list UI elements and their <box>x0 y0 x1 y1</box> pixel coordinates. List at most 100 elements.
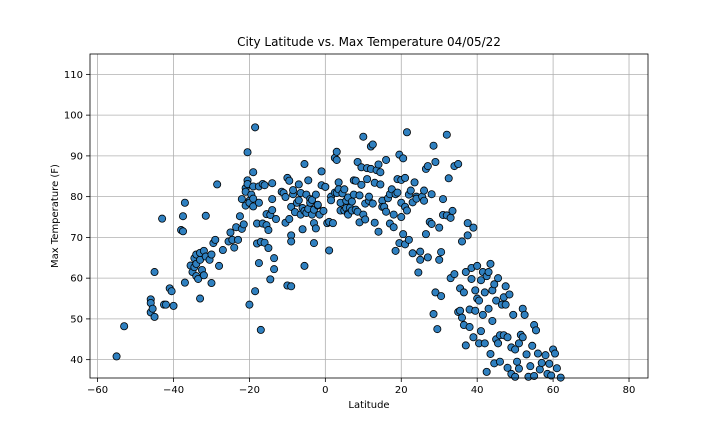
data-point <box>260 181 269 190</box>
data-point <box>194 274 203 283</box>
data-point <box>317 167 326 176</box>
data-point <box>148 304 157 313</box>
data-point <box>503 333 512 342</box>
data-point <box>376 168 385 177</box>
data-point <box>254 198 263 207</box>
data-point <box>249 194 258 203</box>
data-point <box>501 282 510 291</box>
data-point <box>476 327 485 336</box>
data-point <box>423 253 432 262</box>
y-tick-label: 60 <box>70 274 83 285</box>
data-point <box>364 192 373 201</box>
data-point <box>501 300 510 309</box>
data-point <box>475 296 484 305</box>
data-point <box>311 190 320 199</box>
data-point <box>533 349 542 358</box>
data-point <box>457 313 466 322</box>
data-point <box>150 268 159 277</box>
data-point <box>285 215 294 224</box>
data-point <box>514 339 523 348</box>
x-axis-label: Latitude <box>348 400 389 411</box>
data-point <box>446 213 455 222</box>
y-tick-label: 110 <box>64 70 83 81</box>
data-point <box>402 128 411 137</box>
data-point <box>256 325 265 334</box>
data-point <box>471 286 480 295</box>
data-point <box>420 186 429 195</box>
data-point <box>518 333 527 342</box>
data-point <box>461 341 470 350</box>
data-point <box>478 310 487 319</box>
x-tick-label: 60 <box>547 385 560 396</box>
data-point <box>359 132 368 141</box>
data-point <box>313 200 322 209</box>
data-point <box>450 270 459 279</box>
data-point <box>431 288 440 297</box>
data-point <box>514 364 523 373</box>
data-point <box>530 371 539 380</box>
data-point <box>361 215 370 224</box>
data-point <box>268 179 277 188</box>
axis-ticks: −60 −40 −20 0 20 40 60 80 40 50 60 70 80 90 100 110 <box>64 70 635 396</box>
data-point <box>300 261 309 270</box>
data-point <box>368 199 377 208</box>
data-point <box>215 261 224 270</box>
data-point <box>207 250 216 259</box>
data-point <box>401 173 410 182</box>
data-point <box>268 195 277 204</box>
data-point <box>456 306 465 315</box>
data-point <box>494 274 503 283</box>
data-point <box>311 224 320 233</box>
data-point <box>486 349 495 358</box>
data-point <box>469 333 478 342</box>
x-tick-label: 0 <box>322 385 328 396</box>
data-point <box>332 155 341 164</box>
data-point <box>492 296 501 305</box>
y-tick-label: 40 <box>70 355 83 366</box>
data-point <box>435 255 444 264</box>
data-point <box>414 268 423 277</box>
data-point <box>199 271 208 280</box>
y-tick-label: 50 <box>70 314 83 325</box>
data-point <box>340 185 349 194</box>
data-point <box>234 235 243 244</box>
data-point <box>264 226 273 235</box>
plot-frame <box>89 53 649 379</box>
x-tick-label: −40 <box>163 385 184 396</box>
data-point <box>161 300 170 309</box>
data-point <box>459 288 468 297</box>
data-point <box>270 254 279 263</box>
data-point <box>271 215 280 224</box>
data-point <box>423 162 432 171</box>
data-point <box>511 372 520 381</box>
data-point <box>511 345 520 354</box>
data-point <box>402 206 411 215</box>
data-point <box>532 326 541 335</box>
data-point <box>420 196 429 205</box>
data-point <box>484 304 493 313</box>
data-point <box>427 219 436 228</box>
data-point <box>347 197 356 206</box>
data-point <box>495 357 504 366</box>
data-point <box>433 325 442 334</box>
data-point <box>321 182 330 191</box>
data-point <box>260 238 269 247</box>
data-point <box>442 130 451 139</box>
data-point <box>431 157 440 166</box>
data-point <box>429 141 438 150</box>
data-point <box>287 282 296 291</box>
data-point <box>486 259 495 268</box>
data-point <box>399 230 408 239</box>
data-point <box>439 195 448 204</box>
data-point <box>112 352 121 361</box>
data-point <box>287 237 296 246</box>
data-point <box>239 220 248 229</box>
data-point <box>298 225 307 234</box>
data-point <box>551 349 560 358</box>
data-point <box>382 155 391 164</box>
data-point <box>266 275 275 284</box>
data-point <box>488 316 497 325</box>
data-point <box>169 301 178 310</box>
data-point <box>404 235 413 244</box>
